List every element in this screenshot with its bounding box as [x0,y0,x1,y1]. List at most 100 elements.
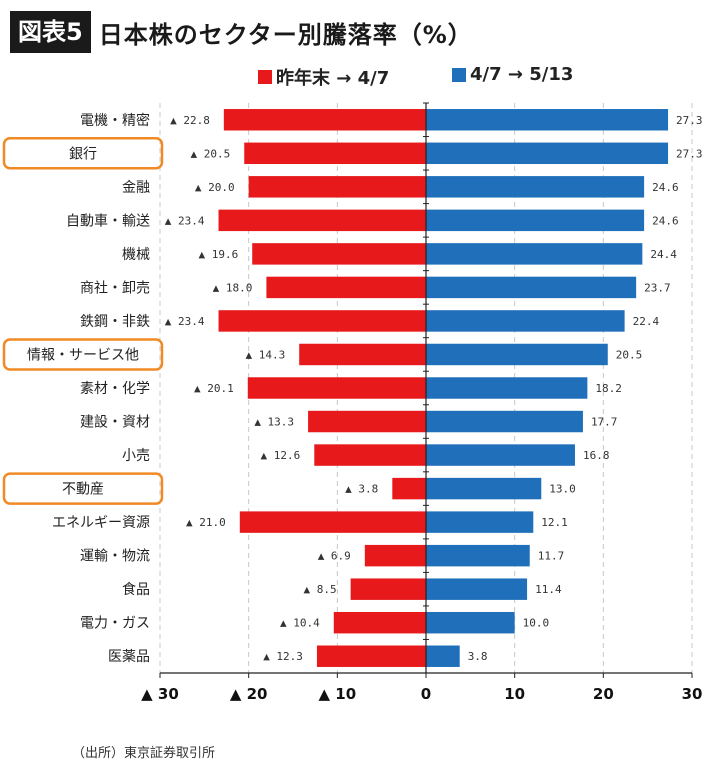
data-label-blue: 11.4 [535,583,562,596]
category-label: 素材・化学 [80,381,150,397]
bar-red [248,176,426,198]
data-label-blue: 16.8 [583,449,610,462]
data-label-blue: 23.7 [644,281,671,294]
bar-red [333,611,426,634]
legend-item-red: 昨年末 → 4/7 [258,64,389,90]
bar-red [239,511,426,533]
data-label-blue: 13.0 [549,483,576,496]
bar-red [266,276,426,299]
data-label-blue: 18.2 [595,382,622,395]
bar-blue [426,142,669,165]
data-label-red: ▲ 6.9 [318,550,351,563]
legend-item-blue: 4/7 → 5/13 [452,64,573,85]
data-label-blue: 3.8 [468,650,488,663]
data-label-red: ▲ 18.0 [213,281,253,294]
category-highlight-box [2,338,164,371]
bar-red [244,142,426,165]
category-label: 機械 [122,247,150,263]
bar-red [218,209,426,232]
source-note: （出所）東京証券取引所 [72,746,216,761]
bar-blue [426,276,637,299]
bar-blue [426,477,542,500]
category-label: 金融 [122,180,150,196]
x-tick-label: ▲ 30 [141,685,179,703]
category-label: 医薬品 [108,649,150,665]
data-label-red: ▲ 20.1 [194,382,234,395]
bar-blue [426,611,515,634]
legend: 昨年末 → 4/7 4/7 → 5/13 [0,60,710,90]
x-tick-label: 30 [682,685,703,703]
bar-blue [426,343,608,366]
bar-red [350,578,426,600]
category-label: 電機・精密 [80,112,150,129]
data-label-red: ▲ 12.6 [261,449,301,462]
bar-red [316,645,426,667]
bar-blue [426,511,534,533]
category-label: エネルギー資源 [52,515,150,531]
data-label-blue: 24.6 [652,181,679,194]
category-label: 鉄鋼・非鉄 [80,314,150,330]
x-tick-label: ▲ 20 [230,685,268,703]
bar-red [247,377,426,399]
figure-badge: 図表5 [10,11,91,53]
category-label: 電力・ガス [80,616,150,632]
bar-blue [426,243,643,265]
data-label-blue: 10.0 [523,617,550,630]
x-tick-label: 20 [593,685,614,703]
bar-blue [426,209,645,232]
bar-blue [426,109,669,131]
legend-swatch-blue [452,67,466,82]
category-label: 情報・サービス他 [27,347,139,363]
chart-title: 日本株のセクター別騰落率（%） [98,20,473,49]
data-label-blue: 22.4 [633,315,660,328]
x-tick-label: 0 [421,685,431,703]
data-label-blue: 27.3 [676,147,703,160]
x-tick-label: ▲ 10 [319,685,357,703]
title-row: 図表5 日本株のセクター別騰落率（%） [10,10,473,54]
category-label: 銀行 [69,146,97,162]
data-label-red: ▲ 12.3 [263,650,303,663]
data-label-red: ▲ 20.5 [190,147,230,160]
bar-blue [426,176,645,198]
legend-label-red: 昨年末 → 4/7 [276,68,390,89]
bar-red [218,310,426,332]
legend-label-blue: 4/7 → 5/13 [470,64,574,85]
data-label-blue: 17.7 [591,416,618,429]
legend-swatch-red [258,70,272,84]
category-label: 商社・卸売 [80,280,150,296]
bar-red [392,477,426,500]
data-label-red: ▲ 8.5 [304,583,337,596]
category-label: 自動車・輸送 [66,212,150,229]
bar-blue [426,444,575,466]
bar-red [314,444,426,466]
data-label-blue: 24.6 [652,214,679,227]
category-label: 不動産 [62,482,104,498]
data-label-red: ▲ 22.8 [170,114,210,127]
data-label-red: ▲ 13.3 [254,416,294,429]
data-label-red: ▲ 23.4 [165,214,205,227]
bar-blue [426,544,530,567]
category-label: 食品 [122,581,150,598]
data-label-red: ▲ 10.4 [280,617,320,630]
bar-red [364,544,426,567]
data-label-red: ▲ 21.0 [186,516,226,529]
data-label-red: ▲ 20.0 [195,181,235,194]
data-label-red: ▲ 19.6 [198,248,238,261]
data-label-red: ▲ 23.4 [165,315,205,328]
bar-blue [426,410,583,433]
data-label-red: ▲ 14.3 [245,348,285,361]
category-label: 建設・資材 [80,415,150,431]
data-label-blue: 12.1 [541,516,568,529]
bar-red [308,410,426,433]
data-label-blue: 24.4 [650,248,677,261]
bar-red [223,109,426,131]
category-highlight-box [2,472,164,505]
x-tick-label: 10 [504,685,525,703]
bar-blue [426,310,625,332]
data-label-blue: 27.3 [676,114,703,127]
bar-blue [426,578,528,600]
data-label-red: ▲ 3.8 [345,483,378,496]
category-label: 運輸・物流 [80,549,150,565]
data-label-blue: 20.5 [616,348,643,361]
